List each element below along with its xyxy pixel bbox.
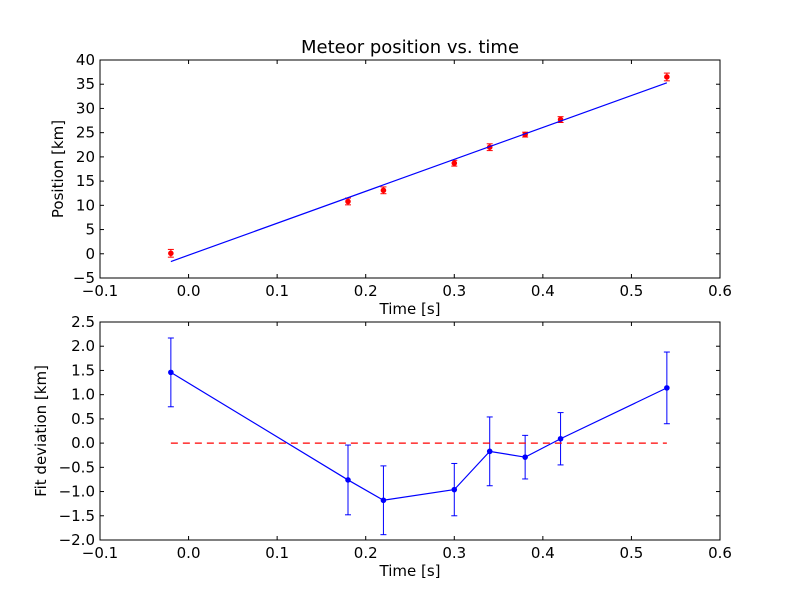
y-tick-label: 2.0 — [71, 337, 95, 355]
fit-line — [170, 82, 668, 263]
y-tick-label: −0.5 — [59, 458, 95, 476]
x-tick-label: −0.1 — [82, 282, 118, 300]
axes-frame — [99, 321, 721, 541]
plot-area: −0.1 0.0 0.1 0.2 0.3 0.4 0.5 0.6 −5 0 5 10 15 20 25 30 3… — [73, 51, 732, 300]
y-tick-label: 1.0 — [71, 386, 95, 404]
x-tick-label: −0.1 — [82, 544, 118, 562]
y-tick-label: 35 — [76, 75, 95, 93]
data-point — [664, 74, 670, 80]
panel-title: Meteor position vs. time — [301, 37, 519, 58]
x-tick-label: 0.1 — [265, 544, 289, 562]
data-point — [451, 486, 458, 493]
x-tick-label: 0.2 — [354, 282, 378, 300]
data-point — [380, 497, 387, 504]
data-point — [664, 385, 670, 391]
x-tick-label: 0.3 — [442, 282, 466, 300]
x-axis-label: Time [s] — [379, 300, 441, 318]
x-tick-label: 0.4 — [531, 282, 555, 300]
y-tick-label: 0.0 — [71, 434, 95, 452]
y-tick-label: −2.0 — [59, 531, 95, 549]
data-point — [522, 454, 528, 460]
y-tick-label: −1.0 — [59, 483, 95, 501]
position-panel: Meteor position vs. time Time [s] Positi… — [49, 37, 732, 318]
axes-frame — [99, 59, 721, 279]
data-point — [380, 187, 387, 194]
y-tick-label: 1.5 — [71, 361, 95, 379]
y-tick-label: 25 — [76, 124, 95, 142]
x-tick-label: 0.5 — [619, 544, 643, 562]
y-axis-label: Position [km] — [49, 120, 67, 218]
y-tick-label: 2.5 — [71, 313, 95, 331]
x-tick-label: 0.5 — [619, 282, 643, 300]
deviation-line — [170, 371, 668, 501]
x-axis-label: Time [s] — [379, 562, 441, 580]
x-tick-label: 0.2 — [354, 544, 378, 562]
y-tick-label: 15 — [76, 172, 95, 190]
x-tick-label: 0.0 — [177, 544, 201, 562]
y-tick-label: 30 — [76, 99, 95, 117]
x-tick-label: 0.6 — [708, 544, 732, 562]
y-tick-label: −5 — [73, 269, 95, 287]
x-tick-label: 0.3 — [442, 544, 466, 562]
y-tick-label: 40 — [76, 51, 95, 69]
data-point — [168, 369, 174, 376]
y-tick-label: 20 — [76, 148, 95, 166]
y-tick-label: 5 — [85, 221, 95, 239]
x-tick-label: 0.0 — [177, 282, 201, 300]
y-axis-label: Fit deviation [km] — [32, 365, 50, 497]
plot-area: −0.1 0.0 0.1 0.2 0.3 0.4 0.5 0.6 −2.0 −1.5 −1.0 −0.… — [59, 313, 732, 562]
y-tick-label: 0.5 — [71, 410, 95, 428]
y-tick-label: 0 — [85, 245, 95, 263]
y-tick-label: 10 — [76, 196, 95, 214]
data-point — [345, 477, 351, 483]
data-point — [557, 435, 564, 442]
deviation-panel: Time [s] Fit deviation [km] −0.1 0.0 0.1 0.… — [32, 313, 732, 580]
x-tick-label: 0.1 — [265, 282, 289, 300]
data-point — [345, 198, 351, 205]
data-point — [451, 160, 458, 166]
data-point — [168, 250, 174, 257]
y-tick-label: −1.5 — [59, 507, 95, 525]
data-point — [486, 448, 493, 455]
x-tick-label: 0.6 — [708, 282, 732, 300]
x-tick-label: 0.4 — [531, 544, 555, 562]
